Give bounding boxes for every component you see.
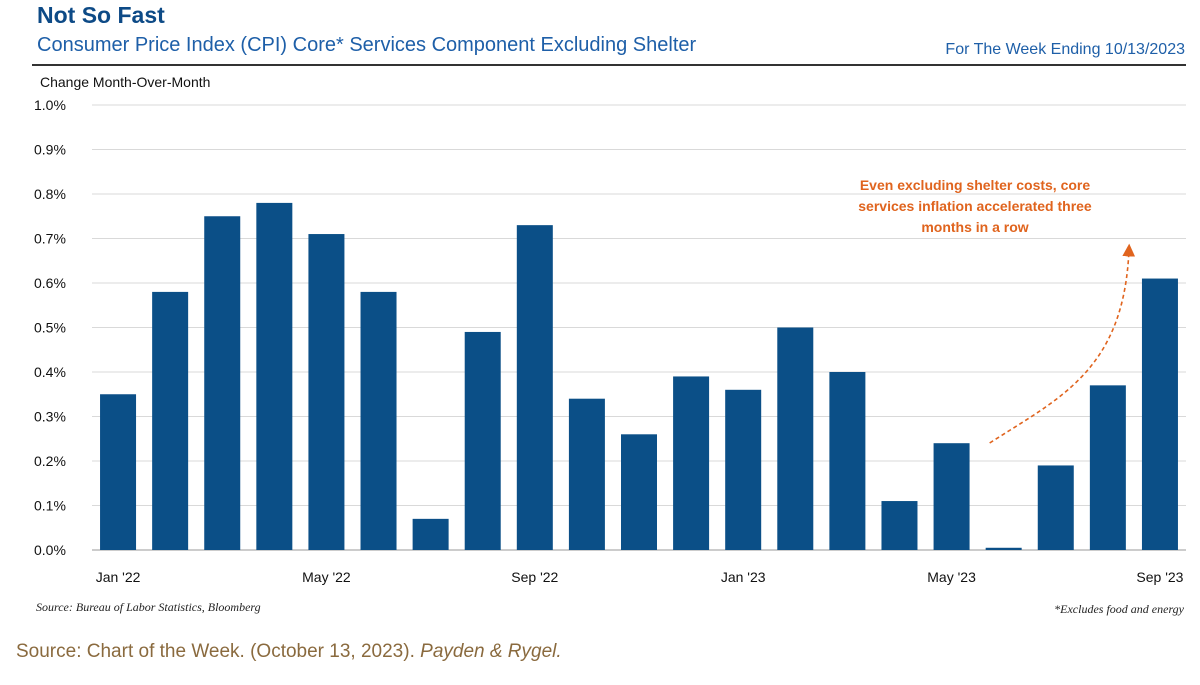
bar-sep-23 (1141, 278, 1178, 550)
bar-jun-23 (985, 547, 1022, 550)
bar-jun-22 (360, 291, 397, 550)
y-tick-label: 0.6% (34, 275, 66, 291)
bar-may-22 (308, 234, 345, 551)
bar-aug-23 (1089, 385, 1126, 550)
y-tick-label: 1.0% (34, 97, 66, 113)
x-tick-label: Jan '22 (96, 569, 141, 585)
bar-aug-22 (464, 331, 501, 550)
chart-subtitle: Consumer Price Index (CPI) Core* Service… (37, 34, 697, 56)
bars (100, 202, 1178, 551)
y-tick-label: 0.7% (34, 231, 66, 247)
y-tick-label: 0.1% (34, 498, 66, 514)
bar-mar-22 (204, 216, 241, 550)
bar-apr-23 (881, 501, 918, 550)
y-tick-label: 0.5% (34, 320, 66, 336)
header-rule (32, 64, 1186, 66)
bar-feb-22 (152, 291, 189, 550)
citation: Source: Chart of the Week. (October 13, … (16, 641, 562, 663)
bar-jan-22 (100, 394, 137, 550)
x-tick-label: Jan '23 (721, 569, 766, 585)
annotation-line: services inflation accelerated three (858, 198, 1092, 214)
bar-nov-22 (621, 434, 657, 550)
x-tick-label: May '23 (927, 569, 976, 585)
bar-jul-22 (412, 518, 449, 550)
annotation-arrow (989, 243, 1136, 444)
y-tick-label: 0.8% (34, 186, 66, 202)
data-source: Source: Bureau of Labor Statistics, Bloo… (36, 600, 261, 614)
annotation: Even excluding shelter costs, core servic… (858, 177, 1136, 444)
footnote: *Excludes food and energy (1054, 602, 1184, 616)
x-axis-ticks: Jan '22 May '22 Sep '22 Jan '23 May '23 Sep '… (96, 569, 1184, 585)
citation-text: Source: Chart of the Week. (October 13, … (16, 641, 415, 662)
annotation-line: months in a row (921, 219, 1028, 235)
y-tick-label: 0.9% (34, 142, 66, 158)
bar-may-23 (933, 443, 970, 550)
bar-feb-23 (777, 327, 814, 550)
y-axis-title: Change Month-Over-Month (40, 74, 211, 90)
y-tick-label: 0.0% (34, 542, 66, 558)
y-tick-label: 0.3% (34, 409, 66, 425)
y-tick-label: 0.4% (34, 364, 66, 380)
x-tick-label: Sep '22 (511, 569, 558, 585)
headline: Not So Fast (37, 2, 165, 28)
x-tick-label: Sep '23 (1136, 569, 1183, 585)
bar-jan-23 (725, 389, 762, 550)
bar-apr-22 (256, 202, 293, 550)
bar-sep-22 (516, 225, 553, 550)
y-axis-ticks: 0.0% 0.1% 0.2% 0.3% 0.4% 0.5% 0.6% 0.7% 0.8% 0.9%… (34, 97, 66, 558)
y-tick-label: 0.2% (34, 453, 66, 469)
annotation-line: Even excluding shelter costs, core (860, 177, 1091, 193)
citation-publisher: Payden & Rygel. (420, 641, 562, 662)
bar-oct-22 (568, 398, 605, 550)
week-ending-label: For The Week Ending 10/13/2023 (945, 41, 1185, 58)
bar-dec-22 (673, 376, 710, 550)
bar-jul-23 (1037, 465, 1074, 550)
bar-mar-23 (829, 372, 866, 550)
x-tick-label: May '22 (302, 569, 351, 585)
bar-chart: 0.0% 0.1% 0.2% 0.3% 0.4% 0.5% 0.6% 0.7% 0.8% 0.9%… (34, 97, 1186, 585)
